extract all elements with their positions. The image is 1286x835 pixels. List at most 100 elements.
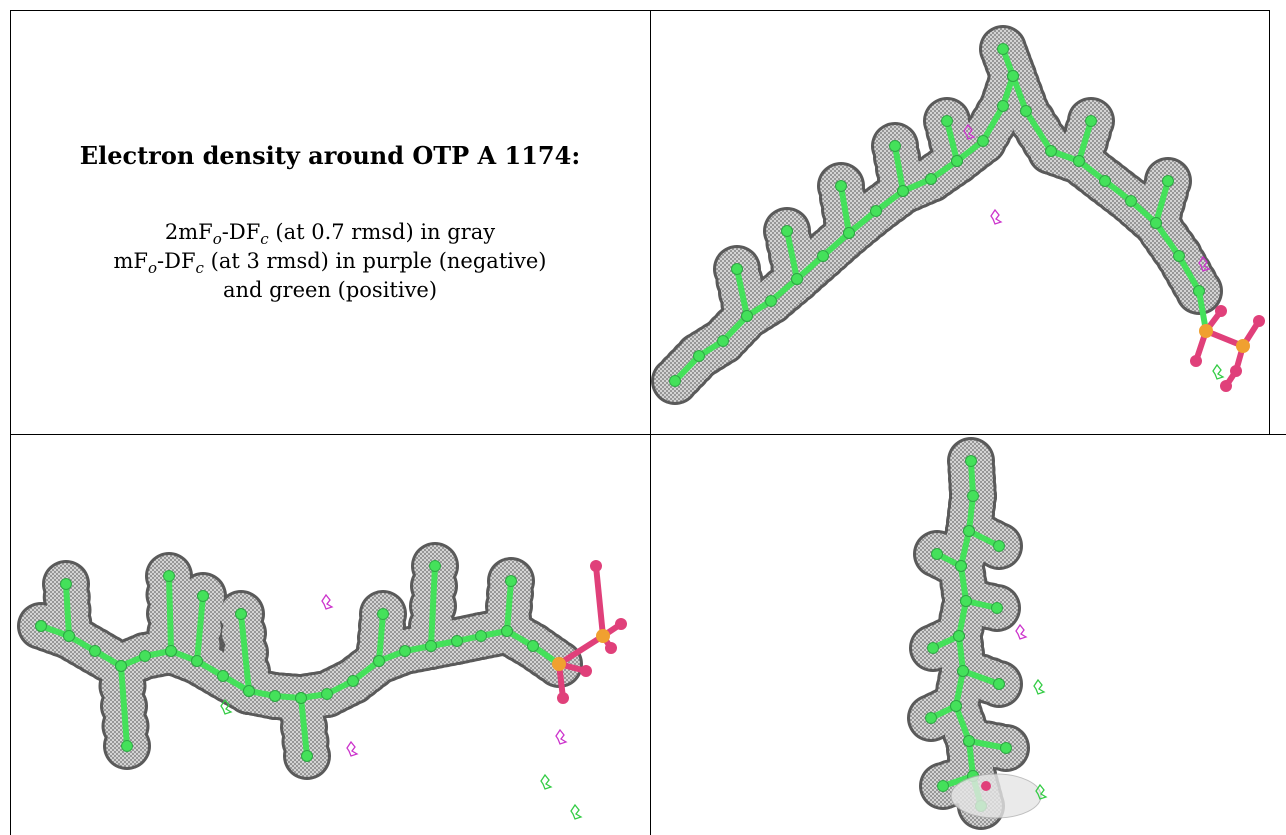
oxygen-atom: [1253, 315, 1265, 327]
carbon-atom: [115, 660, 127, 672]
phosphorus-atom: [1199, 324, 1213, 338]
oxygen-atom: [605, 642, 617, 654]
carbon-atom: [963, 525, 975, 537]
bond: [1023, 108, 1054, 154]
carbon-atom: [997, 43, 1009, 55]
legend-2-mid: -DF: [157, 249, 196, 273]
negative-density-blob: [1015, 623, 1028, 640]
carbon-atom: [321, 688, 333, 700]
carbon-atom: [505, 575, 517, 587]
bond: [1153, 220, 1182, 259]
bond: [238, 611, 252, 694]
carbon-atom: [951, 155, 963, 167]
oxygen-atom: [580, 665, 592, 677]
phosphorus-atom: [552, 657, 566, 671]
carbon-atom: [927, 642, 939, 654]
legend-2-prefix: mF: [113, 249, 148, 273]
carbon-atom: [731, 263, 743, 275]
carbon-atom: [377, 608, 389, 620]
carbon-atom: [425, 640, 437, 652]
carbon-atom: [843, 227, 855, 239]
carbon-atom: [925, 173, 937, 185]
negative-density-blob: [963, 123, 976, 140]
density-mesh: [17, 542, 583, 780]
negative-density-blob: [555, 728, 568, 745]
legend-line-2fo-fc: 2mFo-DFc (at 0.7 rmsd) in gray: [11, 218, 649, 254]
carbon-atom: [835, 180, 847, 192]
positive-density-blob: [1212, 363, 1225, 380]
density-panel-top-right: [651, 11, 1269, 433]
legend-1-sub-o: o: [212, 230, 222, 249]
carbon-atom: [791, 273, 803, 285]
legend-2-sub-c: c: [195, 259, 204, 278]
carbon-atom: [429, 560, 441, 572]
bond: [784, 228, 800, 282]
bond: [194, 593, 206, 664]
bond: [376, 611, 386, 664]
negative-density-blob: [1198, 255, 1211, 272]
carbon-atom: [165, 645, 177, 657]
carbon-atom: [960, 595, 972, 607]
bond: [966, 738, 1009, 751]
carbon-atom: [765, 295, 777, 307]
carbon-atom: [1150, 217, 1162, 229]
negative-density-blob: [346, 740, 359, 757]
carbon-atom: [950, 700, 962, 712]
negative-density-blob: [321, 593, 334, 610]
phosphate-density-shadow: [950, 773, 1042, 819]
carbon-atom: [89, 645, 101, 657]
carbon-atom: [197, 590, 209, 602]
carbon-atom: [997, 100, 1009, 112]
bond: [980, 103, 1006, 144]
legend-1-suffix: (at 0.7 rmsd) in gray: [268, 220, 496, 244]
positive-density-blob: [1033, 678, 1046, 695]
bond: [428, 563, 438, 649]
bond: [960, 668, 1002, 687]
phosphate-bond: [593, 563, 606, 639]
bond: [953, 703, 972, 744]
oxygen-atom: [557, 692, 569, 704]
carbon-atom: [1085, 115, 1097, 127]
carbon-atom: [993, 678, 1005, 690]
carbon-atom: [937, 780, 949, 792]
carbon-atom: [163, 570, 175, 582]
table-left-border: [10, 10, 11, 835]
phosphate-bond: [556, 633, 606, 667]
bond: [838, 183, 852, 236]
density-panel-bottom-left: [11, 436, 649, 835]
carbon-atom: [1045, 145, 1057, 157]
carbon-atom: [957, 665, 969, 677]
bond: [944, 118, 960, 164]
legend-line-fo-fc: mFo-DFc (at 3 rmsd) in purple (negative): [11, 247, 649, 283]
table-top-border: [10, 10, 1270, 11]
figure-title: Electron density around OTP A 1174:: [79, 141, 581, 170]
carbon-atom: [870, 205, 882, 217]
oxygen-atom: [1215, 305, 1227, 317]
carbon-atom: [1000, 742, 1012, 754]
carbon-atom: [1173, 250, 1185, 262]
legend-1-prefix: 2mF: [164, 220, 213, 244]
oxygen-atom: [1190, 355, 1202, 367]
carbon-atom: [295, 692, 307, 704]
carbon-atom: [235, 608, 247, 620]
carbon-atom: [955, 560, 967, 572]
carbon-atom: [897, 185, 909, 197]
table-center-border: [650, 10, 651, 835]
carbon-atom: [953, 630, 965, 642]
positive-density-blob: [570, 803, 583, 820]
oxygen-atom: [1220, 380, 1232, 392]
positive-density-blob: [220, 698, 233, 715]
bond: [1010, 73, 1029, 114]
carbon-atom: [1162, 175, 1174, 187]
bond: [166, 573, 174, 654]
density-panel-bottom-right: [651, 436, 1269, 835]
legend-1-sub-c: c: [260, 230, 269, 249]
carbon-atom: [347, 675, 359, 687]
density-mesh: [651, 25, 1223, 405]
carbon-atom: [451, 635, 463, 647]
caption-cell: Electron density around OTP A 1174: 2mFo…: [11, 11, 649, 433]
carbon-atom: [1007, 70, 1019, 82]
carbon-atom: [399, 645, 411, 657]
carbon-atom: [217, 670, 229, 682]
carbon-atom: [889, 140, 901, 152]
